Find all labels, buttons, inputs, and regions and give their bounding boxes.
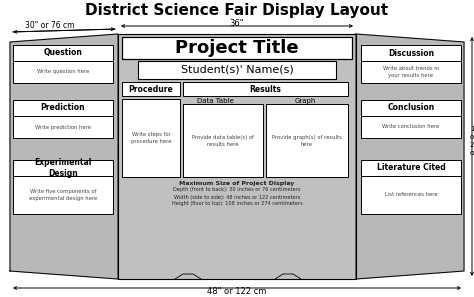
Text: Write about trends in
your results here: Write about trends in your results here xyxy=(383,67,439,78)
Text: District Science Fair Display Layout: District Science Fair Display Layout xyxy=(85,4,389,18)
Bar xyxy=(138,61,336,79)
Bar xyxy=(13,100,113,116)
Text: Provide graph(s) of results
here: Provide graph(s) of results here xyxy=(272,135,342,147)
Text: or: or xyxy=(470,134,474,140)
Text: Experimental
Design: Experimental Design xyxy=(34,158,91,178)
Bar xyxy=(183,82,348,96)
Text: Write question here: Write question here xyxy=(37,69,89,75)
Text: Literature Cited: Literature Cited xyxy=(377,164,446,173)
Text: 274: 274 xyxy=(470,142,474,148)
Text: 36": 36" xyxy=(230,18,244,28)
Bar xyxy=(361,45,461,61)
Text: Width (side to side): 48 inches or 122 centimeters: Width (side to side): 48 inches or 122 c… xyxy=(174,195,300,200)
Text: Write prediction here: Write prediction here xyxy=(35,124,91,129)
Text: Question: Question xyxy=(44,48,82,58)
Bar xyxy=(361,160,461,176)
Bar xyxy=(13,176,113,214)
Text: Maximum Size of Project Display: Maximum Size of Project Display xyxy=(179,181,295,187)
Bar xyxy=(266,104,348,177)
Bar xyxy=(361,116,461,138)
Text: Graph: Graph xyxy=(294,98,316,104)
Text: Data Table: Data Table xyxy=(197,98,233,104)
Text: Provide data table(s) of
results here: Provide data table(s) of results here xyxy=(192,135,254,147)
Polygon shape xyxy=(10,34,118,279)
Bar xyxy=(361,100,461,116)
Bar xyxy=(13,160,113,176)
Text: 108": 108" xyxy=(470,126,474,132)
Text: Write five components of
experimental design here: Write five components of experimental de… xyxy=(29,189,97,200)
Bar xyxy=(122,82,180,96)
Text: Write steps for
procedure here: Write steps for procedure here xyxy=(131,132,171,144)
Bar xyxy=(361,176,461,214)
Text: Prediction: Prediction xyxy=(41,103,85,113)
Bar xyxy=(118,34,356,279)
Polygon shape xyxy=(356,34,464,279)
Bar xyxy=(122,37,352,59)
Text: Results: Results xyxy=(249,85,281,94)
Text: Write conclusion here: Write conclusion here xyxy=(383,124,439,129)
Text: Discussion: Discussion xyxy=(388,48,434,58)
Bar xyxy=(122,99,180,177)
Bar xyxy=(13,116,113,138)
Text: 30" or 76 cm: 30" or 76 cm xyxy=(25,20,75,29)
Text: Depth (front to back): 30 inches or 76 centimeters: Depth (front to back): 30 inches or 76 c… xyxy=(173,187,301,192)
Text: Project Title: Project Title xyxy=(175,39,299,57)
Text: Procedure: Procedure xyxy=(128,85,173,94)
Text: List references here: List references here xyxy=(385,192,438,198)
Bar xyxy=(13,61,113,83)
Text: Student(s)' Name(s): Student(s)' Name(s) xyxy=(181,65,293,75)
Bar xyxy=(183,104,263,177)
Text: Conclusion: Conclusion xyxy=(387,103,435,113)
Text: Height (floor to top): 108 inches or 274 centimeters: Height (floor to top): 108 inches or 274… xyxy=(172,201,302,206)
Text: cm: cm xyxy=(470,150,474,156)
Bar xyxy=(13,45,113,61)
Text: 48" or 122 cm: 48" or 122 cm xyxy=(207,287,267,296)
Bar xyxy=(361,61,461,83)
